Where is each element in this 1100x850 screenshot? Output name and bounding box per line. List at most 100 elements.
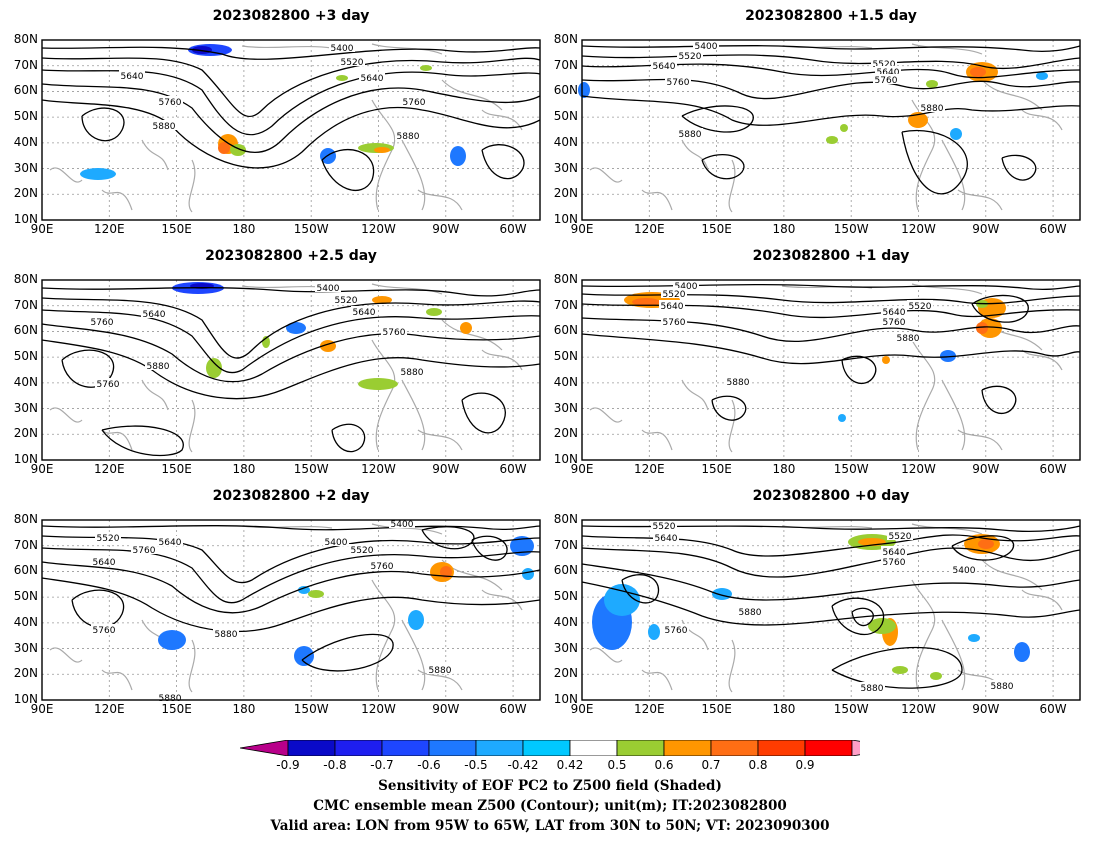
contour-label-bg [661,316,687,326]
z500-contour [41,525,541,531]
lon-tick-label: 180 [772,702,796,716]
colorbar: -0.9 -0.8 -0.7 -0.6 -0.5 -0.42 0.42 0.5 0.6 0.7 0.… [239,739,901,772]
z500-contour [41,561,541,614]
contour-label-bg [151,120,177,130]
lon-tick-label: 90E [30,702,54,716]
contour-label: 5520 [889,532,912,542]
sensitivity-shade [976,322,988,334]
lon-tick-label: 150W [833,462,869,476]
z500-contour [461,392,506,434]
lat-tick-label: 40N [553,614,578,629]
contour-label: 5520 [909,302,932,312]
z500-contour [471,535,508,561]
contour-label: 5640 [361,74,384,84]
map-panel-1: 2023082800 +3 day 5400 5520 5640 5640 5760 576… [14,8,582,248]
lat-tick-label: 20N [13,426,38,441]
caption-line-2: CMC ensemble mean Z500 (Contour); unit(m… [313,798,787,814]
lat-tick-label: 40N [13,614,38,629]
lon-tick-label: 120E [634,462,665,476]
sensitivity-shade [950,128,962,140]
panel-title: 2023082800 +0 day [752,488,910,504]
contour-label: 5400 [325,538,348,548]
lat-tick-label: 20N [553,186,578,201]
lat-tick-label: 10N [13,212,38,226]
sensitivity-shade [604,584,640,616]
contour-label-bg [859,682,885,692]
lat-tick-label: 20N [553,426,578,441]
contour-label: 5760 [403,98,426,108]
contour-label-bg [315,282,341,292]
contour-label-bg [369,560,395,570]
z500-contour [41,83,541,153]
contour-label-bg [427,664,453,674]
lon-tick-label: 60W [1039,702,1067,716]
coastline [589,283,1063,453]
colorbar-tick-label: -0.6 [417,758,441,772]
z500-contour [581,78,1081,100]
z500-contour [301,633,394,672]
contour-label: 5520 [335,296,358,306]
contour-label-bg [157,96,183,106]
lat-tick-label: 70N [553,297,578,312]
lon-tick-label: 150E [701,702,732,716]
lat-tick-label: 70N [13,57,38,72]
contour-label-bg [91,624,117,634]
lon-tick-label: 90W [432,702,460,716]
sensitivity-shade [578,82,590,98]
contour-label-bg [351,306,377,316]
z500-contour [981,385,1017,415]
contour-label-bg [881,316,907,326]
contour-label: 5760 [665,626,688,636]
z500-contour [971,294,1029,323]
z500-contour [581,547,1081,578]
lon-tick-label: 60W [499,222,527,236]
sensitivity-shade [840,124,848,132]
colorbar-segment [381,739,430,757]
contour-label-bg [881,546,907,556]
panel-title: 2023082800 +2.5 day [205,248,377,264]
colorbar-tick-label: -0.7 [370,758,394,772]
z500-contour [41,57,541,117]
contour-label: 5760 [875,76,898,86]
contour-label-bg [213,628,239,638]
contour-label: 5880 [147,362,170,372]
contour-label: 5880 [215,630,238,640]
map-frame [581,39,1081,221]
z500-contour [581,95,1081,126]
colorbar-segment [287,739,336,757]
coastline [49,43,523,213]
contour-label: 5400 [391,520,414,530]
contour-label-bg [907,300,933,310]
sensitivity-shade [450,146,466,166]
map-frame [41,39,541,221]
lat-tick-label: 60N [13,563,38,578]
colorbar-segment [710,739,759,757]
contour-label-bg [157,536,183,546]
contour-label-bg [651,520,677,530]
map-panel-5: 2023082800 +2 day 5400 5520 5640 5760 5400 552… [14,488,582,728]
contour-label-bg [389,518,415,528]
lat-tick-label: 60N [553,83,578,98]
map-panel-2: 2023082800 +1.5 day 5400 5520 5640 5760 5520 5… [554,8,1100,248]
lat-tick-label: 50N [13,349,38,364]
sensitivity-shade [926,80,938,88]
contour-label: 5520 [653,522,676,532]
sensitivity-shade [336,75,348,81]
contour-label: 5760 [159,98,182,108]
lon-tick-label: 150E [701,222,732,236]
contour-label-bg [329,42,355,52]
contour-label-bg [659,300,685,310]
lon-tick-label: 90E [30,462,54,476]
lon-tick-label: 120W [901,462,936,476]
contour-label-bg [875,66,901,76]
contour-label: 5880 [401,368,424,378]
contour-label: 5400 [317,284,340,294]
contour-label-bg [653,532,679,542]
lon-tick-label: 120W [901,702,936,716]
contour-label-bg [359,72,385,82]
map-area: 5400 5520 5640 5760 5520 5640 5760 5880 5880 80N 7… [554,272,1100,488]
contour-label: 5760 [883,558,906,568]
contour-label: 5400 [331,44,354,54]
map-panel-4: 2023082800 +1 day 5400 5520 5640 5760 5520 564… [554,248,1100,488]
